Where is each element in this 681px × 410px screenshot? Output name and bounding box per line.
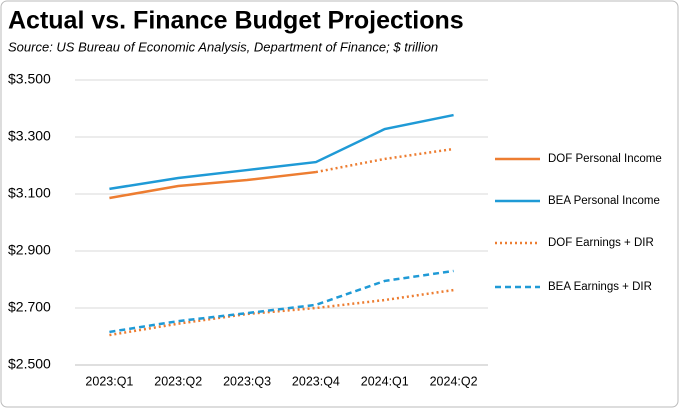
y-tick-label: $2.700 [8, 299, 51, 315]
y-tick-label: $3.300 [8, 128, 51, 144]
chart-subtitle: Source: US Bureau of Economic Analysis, … [8, 39, 438, 54]
legend-label: DOF Earnings + DIR [548, 237, 654, 249]
x-tick-label: 2024:Q2 [430, 374, 478, 388]
x-tick-label: 2023:Q2 [154, 374, 202, 388]
legend-label: BEA Earnings + DIR [548, 281, 652, 293]
x-tick-label: 2023:Q4 [292, 374, 340, 388]
series-line [109, 170, 317, 200]
x-tick-label: 2023:Q1 [85, 374, 133, 388]
series-line [315, 147, 454, 174]
legend-label: BEA Personal Income [548, 195, 660, 207]
series-line [109, 113, 454, 191]
series-line [109, 269, 454, 334]
chart-title: Actual vs. Finance Budget Projections [8, 7, 464, 35]
legend-label: DOF Personal Income [548, 153, 662, 165]
y-tick-label: $3.100 [8, 185, 51, 201]
y-tick-label: $3.500 [8, 71, 51, 87]
y-tick-label: $2.500 [8, 356, 51, 372]
x-tick-label: 2023:Q3 [223, 374, 271, 388]
y-tick-label: $2.900 [8, 242, 51, 258]
x-tick-label: 2024:Q1 [361, 374, 409, 388]
